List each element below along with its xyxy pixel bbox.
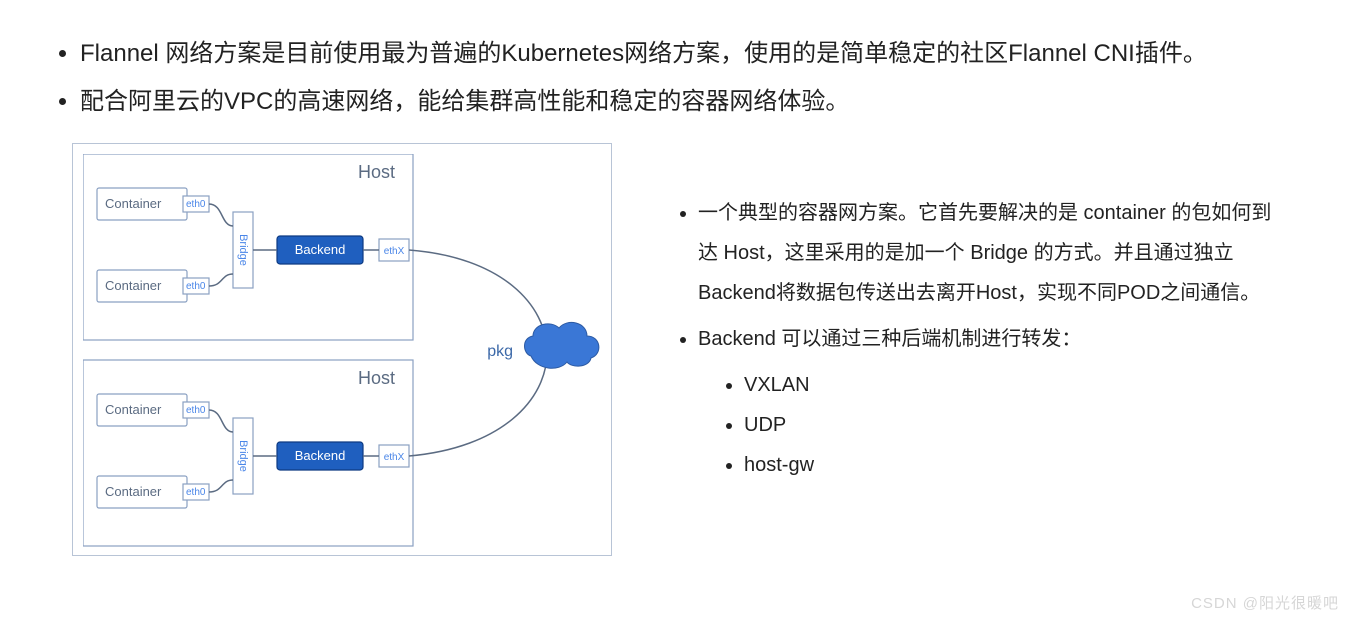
- side-bullet: Backend 可以通过三种后端机制进行转发： VXLAN UDP host-g…: [698, 319, 1285, 485]
- side-bullet: 一个典型的容器网方案。它首先要解决的是 container 的包如何到达 Hos…: [698, 193, 1285, 313]
- svg-text:ethX: ethX: [384, 452, 405, 463]
- svg-text:eth0: eth0: [186, 405, 206, 416]
- top-bullet: 配合阿里云的VPC的高速网络，能给集群高性能和稳定的容器网络体验。: [80, 80, 1305, 124]
- svg-text:Backend: Backend: [295, 448, 346, 463]
- svg-text:Container: Container: [105, 402, 162, 417]
- top-bullet-list: Flannel 网络方案是目前使用最为普遍的Kubernetes网络方案，使用的…: [80, 32, 1305, 125]
- svg-text:Host: Host: [358, 162, 395, 182]
- mechanism-item: VXLAN: [744, 365, 1285, 405]
- side-panel: 一个典型的容器网方案。它首先要解决的是 container 的包如何到达 Hos…: [612, 143, 1305, 491]
- svg-text:Container: Container: [105, 484, 162, 499]
- network-diagram: Host Container eth0 Container eth0 Bridge Back…: [83, 154, 603, 547]
- mechanism-list: VXLAN UDP host-gw: [744, 365, 1285, 485]
- svg-text:Container: Container: [105, 278, 162, 293]
- diagram-container: Host Container eth0 Container eth0 Bridge Back…: [72, 143, 612, 556]
- svg-text:pkg: pkg: [487, 343, 513, 360]
- svg-text:eth0: eth0: [186, 281, 206, 292]
- svg-text:ethX: ethX: [384, 246, 405, 257]
- top-bullet: Flannel 网络方案是目前使用最为普遍的Kubernetes网络方案，使用的…: [80, 32, 1305, 76]
- svg-text:Bridge: Bridge: [237, 234, 249, 266]
- svg-text:eth0: eth0: [186, 487, 206, 498]
- svg-text:Host: Host: [358, 368, 395, 388]
- watermark-text: CSDN @阳光很暖吧: [1191, 592, 1339, 613]
- svg-text:eth0: eth0: [186, 199, 206, 210]
- mechanism-item: UDP: [744, 405, 1285, 445]
- svg-text:Backend: Backend: [295, 242, 346, 257]
- mechanism-item: host-gw: [744, 445, 1285, 485]
- side-bullet-text: Backend 可以通过三种后端机制进行转发：: [698, 328, 1081, 350]
- svg-text:Container: Container: [105, 196, 162, 211]
- svg-text:Bridge: Bridge: [237, 440, 249, 472]
- side-bullet-list: 一个典型的容器网方案。它首先要解决的是 container 的包如何到达 Hos…: [698, 193, 1285, 485]
